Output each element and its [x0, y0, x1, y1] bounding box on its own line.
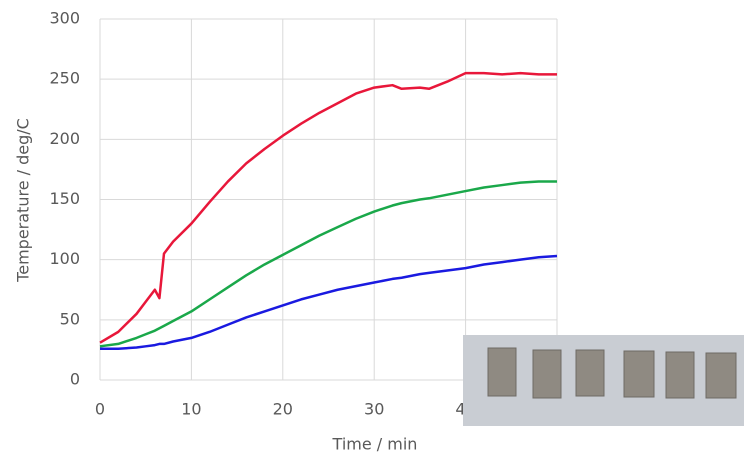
- y-tick-label: 200: [49, 129, 80, 148]
- y-tick-label: 250: [49, 69, 80, 88]
- x-tick-label: 10: [181, 400, 201, 419]
- y-tick-label: 300: [49, 9, 80, 28]
- series-line: [100, 73, 557, 343]
- block: [533, 350, 561, 398]
- x-tick-label: 30: [364, 400, 384, 419]
- y-axis-label: Temperature / deg/C: [14, 118, 33, 283]
- block: [624, 351, 654, 397]
- block: [706, 353, 736, 398]
- y-tick-label: 50: [60, 309, 80, 328]
- x-axis-label: Time / min: [332, 435, 418, 454]
- x-tick-label: 0: [95, 400, 105, 419]
- inset-photo: [463, 335, 744, 426]
- block: [488, 348, 516, 396]
- y-tick-label: 0: [70, 370, 80, 389]
- y-tick-label: 150: [49, 189, 80, 208]
- x-tick-label: 20: [273, 400, 293, 419]
- block: [666, 352, 694, 398]
- chart: 05010015020025030001020304050 Time / min…: [0, 0, 744, 461]
- series-line: [100, 256, 557, 349]
- y-tick-label: 100: [49, 249, 80, 268]
- block: [576, 350, 604, 396]
